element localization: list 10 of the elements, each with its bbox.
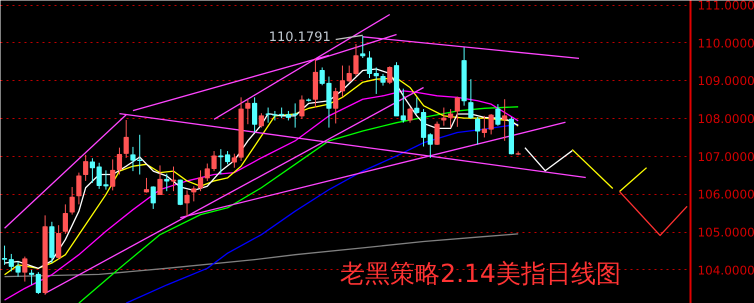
- text: 老黑策略2.14美指日线图: [340, 259, 621, 288]
- y-tick-label: 110.0000: [698, 36, 754, 50]
- y-tick-label: 106.0000: [698, 188, 754, 202]
- y-tick-label: 111.0000: [698, 0, 754, 13]
- y-tick-label: 105.0000: [698, 226, 754, 240]
- y-tick-label: 108.0000: [698, 112, 754, 126]
- annotation: 110.1791: [268, 30, 331, 46]
- y-tick-label: 107.0000: [698, 150, 754, 164]
- y-tick-label: 109.0000: [698, 74, 754, 88]
- y-tick-label: 104.0000: [698, 263, 754, 278]
